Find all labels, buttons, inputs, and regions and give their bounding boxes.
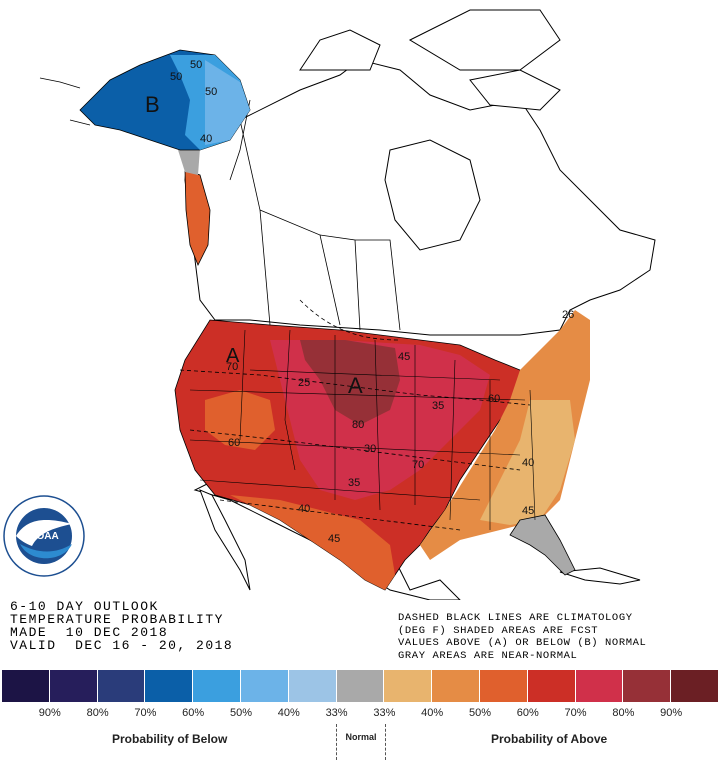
legend-swatch xyxy=(49,670,98,702)
contour-label: 40 xyxy=(522,457,534,469)
legend-tick: 80% xyxy=(86,707,109,719)
legend-swatch xyxy=(240,670,289,702)
aleutians xyxy=(39,77,91,126)
legend-swatch xyxy=(432,670,480,702)
legend-tick: 90% xyxy=(38,707,61,719)
noaa-logo-text: NOAA xyxy=(29,531,58,542)
legend-color-bar xyxy=(2,670,719,702)
contour-label: 60 xyxy=(228,437,240,449)
legend-tick: 60% xyxy=(182,707,205,719)
province-lines xyxy=(229,99,401,331)
florida-normal xyxy=(509,514,576,576)
note-line: DASHED BLACK LINES ARE CLIMATOLOGY xyxy=(398,612,633,624)
legend-tick: 40% xyxy=(421,707,444,719)
climatology-lines xyxy=(179,299,531,531)
plains-above-marker: A xyxy=(348,373,363,398)
contour-labels: 50 50 40 50 70 60 25 45 80 35 30 70 60 4… xyxy=(170,59,574,545)
alaska-below-marker: B xyxy=(145,92,160,117)
probability-below-label: Probability of Below xyxy=(112,732,228,746)
contour-label: 45 xyxy=(328,533,340,545)
hudson-bay xyxy=(384,139,481,251)
west-above-marker: A xyxy=(226,345,240,367)
contour-label: 70 xyxy=(226,361,238,373)
legend-swatch xyxy=(193,670,241,702)
legend-swatch xyxy=(479,670,528,702)
baja xyxy=(199,489,251,591)
header-line: VALID DEC 16 - 20, 2018 xyxy=(10,638,234,653)
conus-90pct-area xyxy=(300,340,400,425)
contour-label: 45 xyxy=(398,351,410,363)
contour-label: 80 xyxy=(352,419,364,431)
legend-tick: 40% xyxy=(277,707,300,719)
contour-label: 30 xyxy=(364,443,376,455)
noaa-logo: NOAA xyxy=(3,495,85,577)
legend-swatch xyxy=(336,670,385,702)
contour-label: 60 xyxy=(488,393,500,405)
map-notes: DASHED BLACK LINES ARE CLIMATOLOGY (DEG F… xyxy=(398,612,646,662)
header-line: TEMPERATURE PROBABILITY xyxy=(10,612,224,627)
contour-label: 40 xyxy=(200,133,212,145)
legend-ticks: 90% 80% 70% 60% 50% 40% 33% 33% 40% 50% … xyxy=(2,707,719,721)
probability-above-label: Probability of Above xyxy=(491,732,608,746)
contour-label: 50 xyxy=(170,71,182,83)
legend-swatch xyxy=(384,670,433,702)
legend-tick: 90% xyxy=(660,707,683,719)
cuba xyxy=(559,567,641,585)
legend-tick: 33% xyxy=(373,707,396,719)
header-line: 6-10 DAY OUTLOOK xyxy=(10,599,159,614)
conus-40pct-se xyxy=(480,400,575,525)
legend-swatch xyxy=(671,670,719,702)
contour-label: 50 xyxy=(205,86,217,98)
arctic-islands xyxy=(299,9,561,111)
outlook-map: B A A 50 50 40 50 70 60 25 45 80 35 30 7… xyxy=(39,9,656,600)
normal-label: Normal xyxy=(336,724,386,760)
legend-tick: 60% xyxy=(516,707,539,719)
contour-label: 35 xyxy=(348,477,360,489)
southwest-60pct xyxy=(230,495,395,590)
note-line: GRAY AREAS ARE NEAR-NORMAL xyxy=(398,649,578,662)
pacific-nw-strip xyxy=(184,169,211,266)
legend-tick: 70% xyxy=(134,707,157,719)
legend-tick: 80% xyxy=(612,707,635,719)
legend-tick: 50% xyxy=(229,707,252,719)
alaska-40pct xyxy=(205,60,250,145)
legend-swatch xyxy=(527,670,576,702)
contour-label: 25 xyxy=(298,377,310,389)
contour-label: 35 xyxy=(432,400,444,412)
contour-label: 50 xyxy=(190,59,202,71)
legend-swatch xyxy=(575,670,624,702)
legend-tick: 70% xyxy=(564,707,587,719)
header-line: MADE 10 DEC 2018 xyxy=(10,625,169,640)
legend-swatch xyxy=(623,670,672,702)
note-line: VALUES ABOVE (A) OR BELOW (B) NORMAL xyxy=(398,637,647,649)
contour-label: 26 xyxy=(562,309,574,321)
pacific-nw-normal xyxy=(178,148,200,175)
contour-label: 45 xyxy=(522,505,534,517)
conus-50pct-west xyxy=(205,390,275,450)
legend-swatch xyxy=(288,670,337,702)
legend-swatch xyxy=(2,670,50,702)
legend-tick: 50% xyxy=(468,707,491,719)
legend-tick: 33% xyxy=(325,707,348,719)
legend-swatch xyxy=(145,670,194,702)
contour-label: 70 xyxy=(412,459,424,471)
outlook-header: 6-10 DAY OUTLOOK TEMPERATURE PROBABILITY M… xyxy=(10,600,233,652)
legend-swatch xyxy=(97,670,146,702)
contour-label: 40 xyxy=(298,503,310,515)
state-lines xyxy=(189,329,536,530)
note-line: (DEG F) SHADED AREAS ARE FCST xyxy=(398,624,599,637)
